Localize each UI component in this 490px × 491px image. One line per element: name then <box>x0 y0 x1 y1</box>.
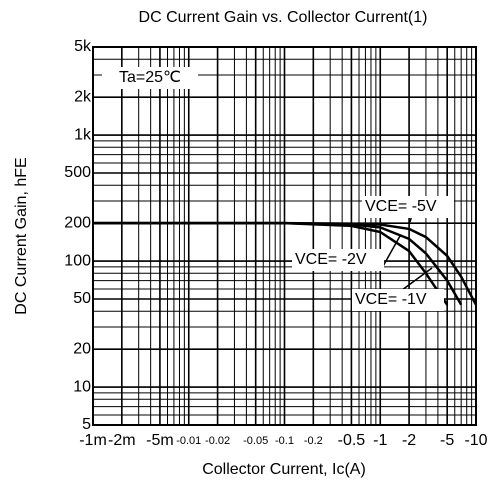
y-tick-label: 1k <box>74 126 92 143</box>
y-tick-label: 5k <box>74 38 92 55</box>
x-tick-label: -1m <box>79 432 107 449</box>
label-box <box>362 196 454 218</box>
y-tick-label: 200 <box>64 214 91 231</box>
y-tick-label: 50 <box>73 290 91 307</box>
x-axis-label: Collector Current, Ic(A) <box>202 461 366 478</box>
x-tick-label: -0.01 <box>176 435 201 447</box>
y-tick-label: 10 <box>73 378 91 395</box>
legend-label: VCE= -2V <box>295 251 367 268</box>
label-arrow <box>381 235 401 269</box>
y-tick-label: 2k <box>74 88 92 105</box>
y-tick-label: 5 <box>82 416 91 433</box>
y-tick-label: 100 <box>64 252 91 269</box>
x-tick-label: -5m <box>146 432 174 449</box>
x-tick-label: -0.2 <box>304 435 323 447</box>
x-tick-label: -1 <box>373 432 387 449</box>
x-tick-label: -0.02 <box>205 435 230 447</box>
chart-title: DC Current Gain vs. Collector Current(1) <box>139 9 428 26</box>
annotation-box <box>102 67 198 89</box>
y-tick-label: 500 <box>64 164 91 181</box>
plot-frame <box>92 46 477 426</box>
annotation: Ta=25℃ <box>119 69 181 86</box>
x-tick-label: -0.1 <box>275 435 294 447</box>
label-box <box>292 249 384 271</box>
legend-label: VCE= -5V <box>365 198 437 215</box>
x-tick-label: -2 <box>402 432 416 449</box>
y-axis-label: DC Current Gain, hFE <box>13 157 30 314</box>
legend-label: VCE= -1V <box>355 291 427 308</box>
y-tick-label: 20 <box>73 340 91 357</box>
x-tick-label: -10 <box>464 432 487 449</box>
label-arrow <box>401 267 433 291</box>
x-tick-label: -2m <box>108 432 136 449</box>
x-tick-label: -5 <box>440 432 454 449</box>
label-box <box>352 289 444 311</box>
x-tick-label: -0.05 <box>243 435 268 447</box>
x-tick-label: -0.5 <box>338 432 366 449</box>
